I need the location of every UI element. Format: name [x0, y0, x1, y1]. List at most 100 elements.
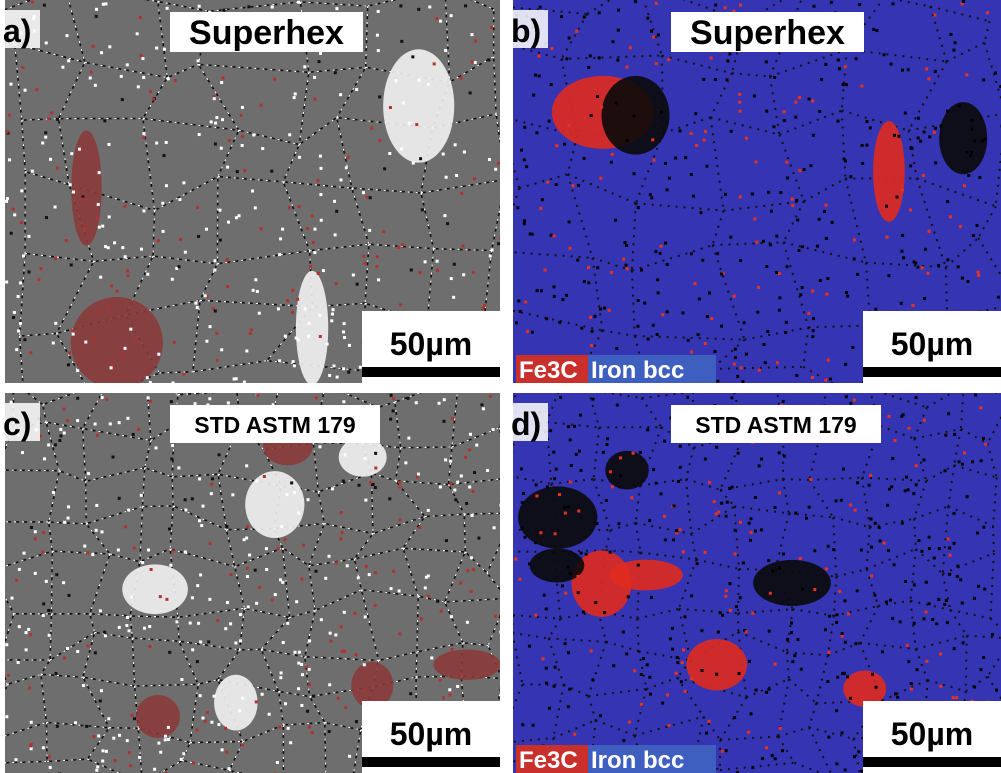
speckle: [411, 55, 414, 58]
speckle: [835, 621, 838, 624]
speckle: [909, 209, 912, 212]
speckle: [687, 339, 690, 342]
speckle: [241, 697, 244, 700]
speckle: [536, 289, 539, 292]
speckle: [587, 66, 590, 69]
speckle: [610, 271, 613, 274]
speckle: [472, 490, 475, 493]
speckle: [844, 65, 847, 68]
speckle: [626, 139, 629, 142]
speckle: [166, 7, 169, 10]
speckle: [853, 399, 856, 402]
speckle: [370, 127, 373, 130]
speckle: [823, 210, 826, 213]
speckle: [961, 463, 964, 466]
speckle: [164, 735, 167, 738]
speckle: [972, 234, 975, 237]
speckle: [20, 189, 23, 192]
speckle: [365, 196, 368, 199]
speckle: [714, 78, 717, 81]
speckle: [72, 333, 75, 336]
scale-bar: [362, 757, 500, 767]
speckle: [553, 285, 556, 288]
speckle: [155, 142, 158, 145]
speckle: [45, 216, 48, 219]
speckle: [138, 756, 141, 759]
speckle: [76, 397, 79, 400]
speckle: [70, 263, 73, 266]
speckle: [835, 709, 838, 712]
speckle: [622, 258, 625, 261]
speckle: [220, 81, 223, 84]
speckle: [197, 622, 200, 625]
speckle: [67, 594, 70, 597]
speckle: [801, 245, 804, 248]
speckle: [666, 693, 669, 696]
speckle: [715, 446, 718, 449]
speckle: [235, 216, 238, 219]
speckle: [228, 767, 231, 770]
speckle: [893, 134, 896, 137]
speckle: [739, 259, 742, 262]
speckle: [724, 193, 727, 196]
speckle: [113, 241, 116, 244]
speckle: [650, 30, 653, 33]
speckle: [812, 317, 815, 320]
speckle: [459, 582, 462, 585]
figure: a)Superhex50µmb)Superhex50µmFe3CIron bcc…: [0, 0, 1001, 773]
speckle: [198, 519, 201, 522]
speckle: [538, 75, 541, 78]
speckle: [952, 512, 955, 515]
speckle: [222, 76, 225, 79]
speckle: [332, 308, 335, 311]
speckle: [142, 136, 145, 139]
speckle: [925, 581, 928, 584]
speckle: [755, 689, 758, 692]
speckle: [555, 183, 558, 186]
speckle: [105, 398, 108, 401]
speckle: [765, 746, 768, 749]
speckle: [196, 306, 199, 309]
speckle: [315, 396, 318, 399]
speckle: [157, 239, 160, 242]
speckle: [140, 248, 143, 251]
speckle: [540, 289, 543, 292]
speckle: [775, 235, 778, 238]
speckle: [838, 67, 841, 70]
speckle: [44, 131, 47, 134]
speckle: [492, 428, 495, 431]
speckle: [725, 589, 728, 592]
speckle: [856, 589, 859, 592]
speckle: [314, 98, 317, 101]
speckle: [646, 17, 649, 20]
speckle: [34, 530, 37, 533]
speckle: [96, 434, 99, 437]
speckle: [318, 60, 321, 63]
speckle: [546, 485, 549, 488]
speckle: [692, 195, 695, 198]
speckle: [524, 300, 527, 303]
speckle: [308, 726, 311, 729]
speckle: [728, 52, 731, 55]
speckle: [909, 164, 912, 167]
speckle: [725, 749, 728, 752]
speckle: [102, 3, 105, 6]
speckle: [19, 322, 22, 325]
speckle: [949, 215, 952, 218]
phase-blob: [383, 49, 454, 162]
speckle: [224, 627, 227, 630]
speckle: [118, 626, 121, 629]
speckle: [910, 682, 913, 685]
speckle: [126, 739, 129, 742]
speckle: [912, 492, 915, 495]
speckle: [982, 78, 985, 81]
speckle: [42, 614, 45, 617]
speckle: [778, 567, 781, 570]
speckle: [31, 1, 34, 4]
speckle: [288, 206, 291, 209]
speckle: [494, 168, 497, 171]
speckle: [34, 572, 37, 575]
speckle: [555, 144, 558, 147]
speckle: [460, 474, 463, 477]
speckle: [881, 650, 884, 653]
